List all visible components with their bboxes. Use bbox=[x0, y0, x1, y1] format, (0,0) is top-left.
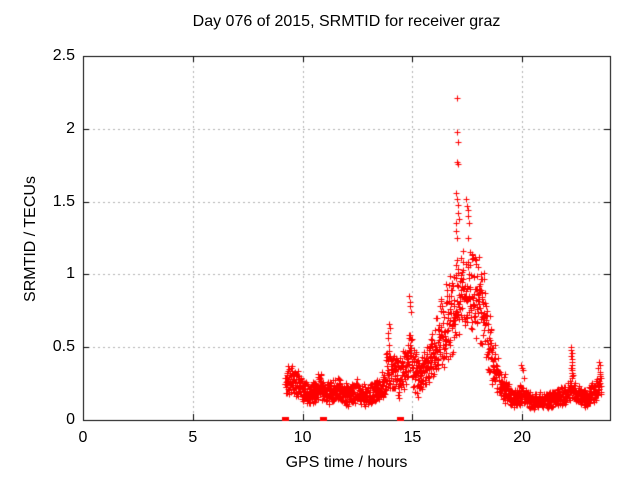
y-tick-label: 1 bbox=[66, 265, 75, 283]
y-tick-label: 2 bbox=[66, 119, 75, 137]
chart-title: Day 076 of 2015, SRMTID for receiver gra… bbox=[192, 13, 501, 30]
y-tick-label: 2.5 bbox=[52, 47, 75, 64]
x-tick-label: 5 bbox=[188, 429, 198, 446]
x-tick-label: 0 bbox=[78, 429, 88, 446]
x-tick-label: 10 bbox=[293, 429, 312, 446]
x-tick-label: 20 bbox=[513, 429, 532, 446]
x-axis-label: GPS time / hours bbox=[285, 454, 408, 471]
y-tick-label: 0.5 bbox=[52, 338, 75, 356]
x-tick-label: 15 bbox=[403, 429, 422, 446]
y-tick-label: 0 bbox=[66, 411, 75, 428]
y-tick-label: 1.5 bbox=[52, 192, 75, 210]
y-axis-label: SRMTID / TECUs bbox=[22, 176, 39, 302]
